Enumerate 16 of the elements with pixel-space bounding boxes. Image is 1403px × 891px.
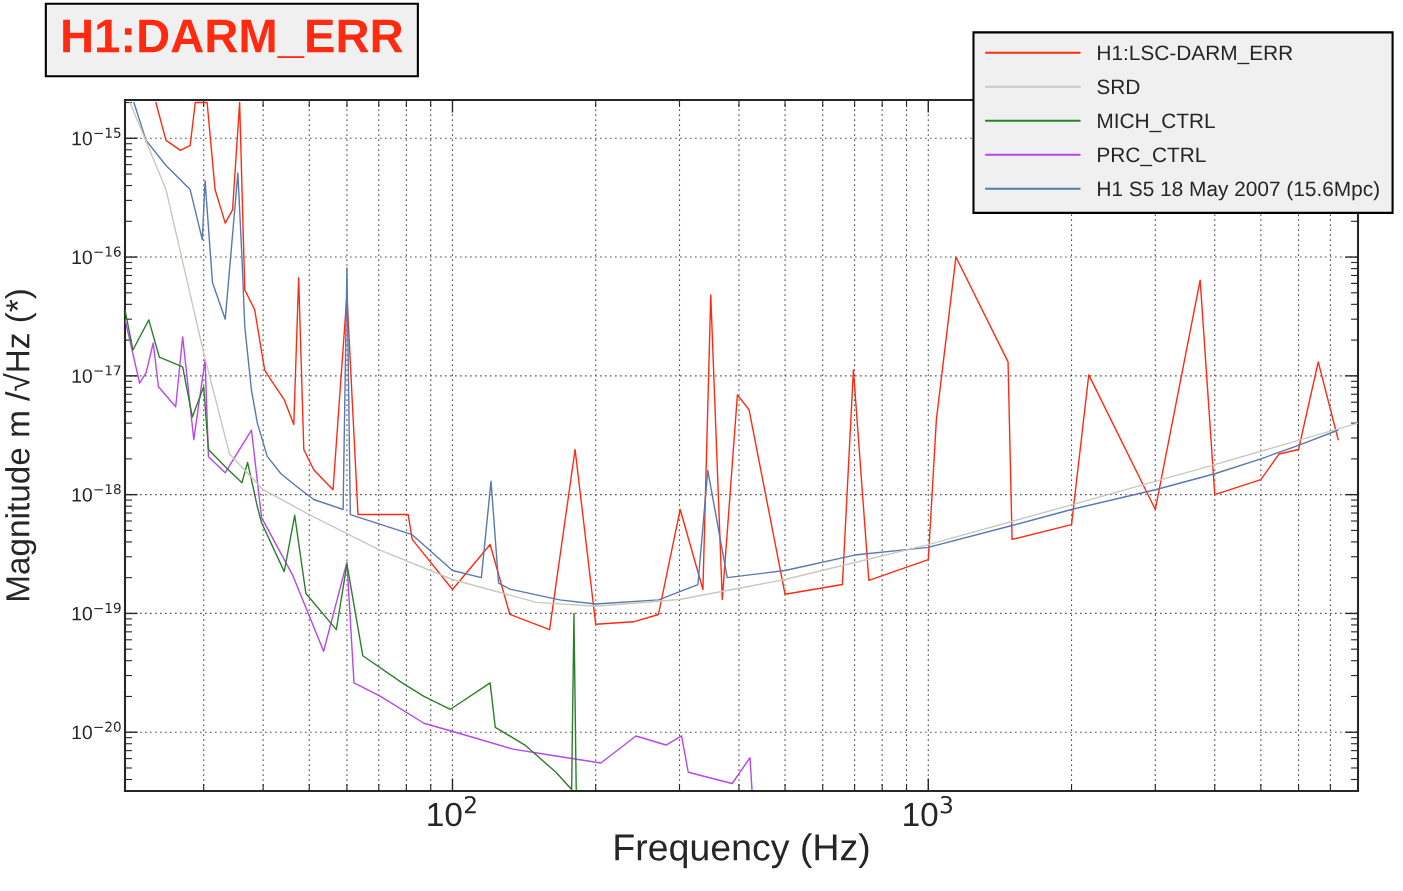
x-tick-label: 10$^{3}$	[904, 795, 952, 827]
y-tick-label: 10$^{−15}$	[72, 127, 121, 146]
legend-label: H1:LSC-DARM_ERR	[1098, 45, 1293, 65]
y-tick-label: 10$^{−18}$	[72, 483, 121, 502]
y-tick-label: 10$^{−16}$	[72, 246, 121, 265]
y-tick-label: 10$^{−20}$	[72, 721, 121, 740]
y-tick-label: 10$^{−17}$	[72, 365, 121, 383]
legend-label: H1 S5 18 May 2007 (15.6Mpc)	[1098, 180, 1379, 201]
legend-label: PRC_CTRL	[1098, 147, 1206, 167]
chart-title: H1:DARM_ERR	[63, 19, 403, 58]
x-tick-label: 10$^{2}$	[428, 795, 476, 827]
legend-label: MICH_CTRL	[1098, 113, 1215, 133]
y-tick-label: 10$^{−19}$	[72, 602, 121, 621]
y-axis-title: Magnitude m /√Hz (*)	[2, 290, 37, 601]
legend-label: SRD	[1097, 79, 1140, 95]
x-axis-title: Frequency (Hz)	[615, 833, 869, 869]
